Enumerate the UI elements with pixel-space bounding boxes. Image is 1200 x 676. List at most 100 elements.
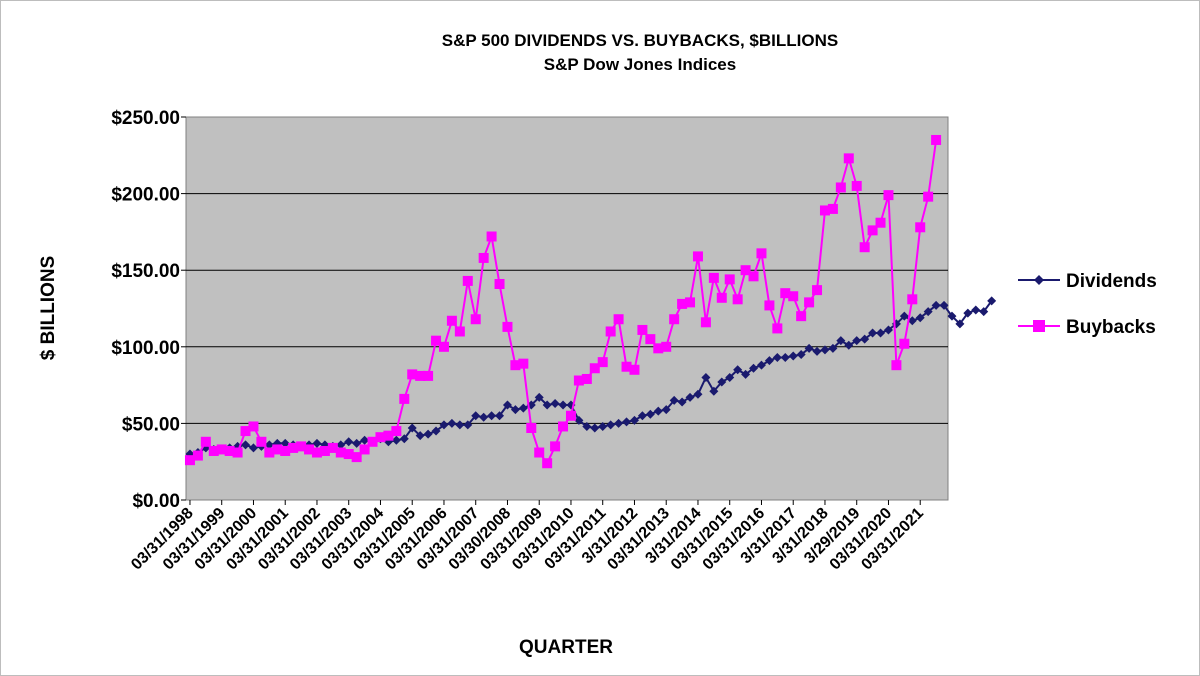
data-point xyxy=(534,392,544,402)
data-point xyxy=(288,442,299,453)
data-point xyxy=(764,356,774,366)
data-point xyxy=(796,311,807,322)
data-point xyxy=(915,222,926,233)
data-point xyxy=(820,345,830,355)
data-point xyxy=(788,351,798,361)
data-point xyxy=(248,421,259,432)
data-point xyxy=(534,447,545,458)
data-point xyxy=(344,437,354,447)
y-axis-ticks: $0.00 $50.00 $100.00 $150.00 $200.00 $250.00 xyxy=(111,108,186,512)
data-point xyxy=(677,298,688,309)
data-point xyxy=(335,447,346,458)
data-point xyxy=(899,311,909,321)
x-axis-label: QUARTER xyxy=(519,637,613,658)
data-point xyxy=(669,314,680,325)
data-point xyxy=(669,395,679,405)
data-point xyxy=(479,412,489,422)
data-point xyxy=(677,397,687,407)
legend-label: Buybacks xyxy=(1066,317,1156,338)
data-point xyxy=(637,324,648,335)
data-point xyxy=(780,288,791,299)
data-point xyxy=(574,415,584,425)
legend-item-dividends: Dividends xyxy=(1018,271,1157,292)
data-point xyxy=(819,205,830,216)
data-point xyxy=(637,411,647,421)
data-point xyxy=(311,447,322,458)
data-point xyxy=(319,445,330,456)
data-point xyxy=(391,435,401,445)
data-point xyxy=(597,357,608,368)
data-point xyxy=(717,377,727,387)
data-point xyxy=(383,430,394,441)
data-point xyxy=(550,398,560,408)
data-point xyxy=(756,360,766,370)
data-point xyxy=(502,321,513,332)
data-point xyxy=(216,444,227,455)
legend-label: Dividends xyxy=(1066,271,1157,292)
data-point xyxy=(851,180,862,191)
data-point xyxy=(692,251,703,262)
data-point xyxy=(518,403,528,413)
plot-area xyxy=(185,116,949,501)
y-axis-label: $ BILLIONS xyxy=(38,256,59,361)
data-point xyxy=(447,418,457,428)
data-point xyxy=(685,392,695,402)
data-point xyxy=(478,252,489,263)
data-point xyxy=(939,300,949,310)
data-point xyxy=(749,363,759,373)
data-point xyxy=(486,231,497,242)
data-point xyxy=(733,365,743,375)
data-point xyxy=(241,440,251,450)
data-point xyxy=(796,349,806,359)
data-point xyxy=(661,405,671,415)
data-point xyxy=(184,455,195,466)
data-point xyxy=(605,326,616,337)
data-point xyxy=(788,291,799,302)
data-point xyxy=(439,420,449,430)
data-point xyxy=(565,410,576,421)
chart-subtitle: S&P Dow Jones Indices xyxy=(544,55,736,74)
data-point xyxy=(883,325,893,335)
data-point xyxy=(495,411,505,421)
data-point xyxy=(987,296,997,306)
data-point xyxy=(510,405,520,415)
x-axis-ticks: 03/31/199803/31/199903/31/200003/31/2001… xyxy=(128,500,927,573)
data-point xyxy=(661,341,672,352)
data-point xyxy=(375,432,386,443)
data-point xyxy=(899,338,910,349)
data-point xyxy=(979,307,989,317)
data-point xyxy=(542,458,553,469)
data-point xyxy=(614,418,624,428)
data-point xyxy=(875,217,886,228)
data-point xyxy=(891,360,902,371)
data-point xyxy=(487,411,497,421)
data-point xyxy=(741,369,751,379)
data-point xyxy=(701,372,711,382)
data-point xyxy=(399,393,410,404)
data-point xyxy=(867,225,878,236)
data-point xyxy=(462,275,473,286)
data-point xyxy=(724,274,735,285)
data-point xyxy=(454,326,465,337)
data-point xyxy=(827,203,838,214)
data-point xyxy=(931,300,941,310)
data-point xyxy=(336,440,346,450)
data-point xyxy=(272,444,283,455)
data-point xyxy=(923,307,933,317)
data-point xyxy=(590,423,600,433)
data-point xyxy=(542,400,552,410)
data-point xyxy=(844,340,854,350)
data-point xyxy=(764,300,775,311)
data-point xyxy=(304,444,315,455)
data-point xyxy=(550,441,561,452)
data-point xyxy=(772,353,782,363)
data-point xyxy=(415,370,426,381)
data-point xyxy=(573,375,584,386)
data-point xyxy=(232,447,243,458)
y-tick-label: $150.00 xyxy=(111,261,180,282)
data-point xyxy=(200,436,211,447)
data-point xyxy=(296,441,307,452)
data-point xyxy=(748,271,759,282)
data-point xyxy=(264,447,275,458)
